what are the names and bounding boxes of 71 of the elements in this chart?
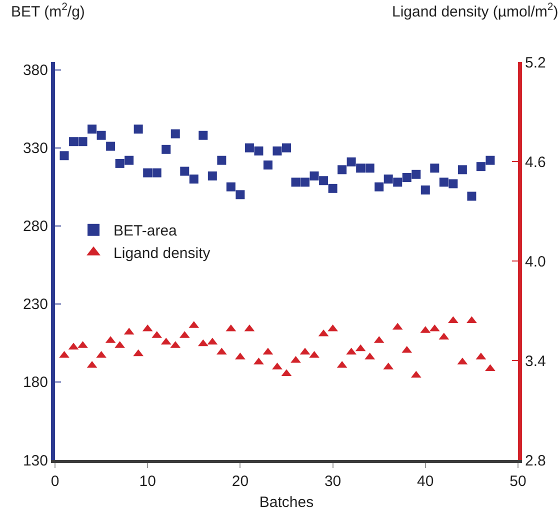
point [124, 156, 134, 165]
x-tick-label: 20 [232, 473, 249, 490]
point [448, 179, 458, 188]
x-tick-label: 40 [417, 473, 434, 490]
point [180, 166, 190, 176]
y2-tick-label: 5.2 [525, 54, 546, 72]
legend-label: BET-area [114, 222, 178, 240]
point [402, 173, 412, 182]
point [263, 160, 272, 170]
point [328, 184, 338, 193]
point [439, 178, 448, 187]
y-tick-label: 130 [22, 452, 48, 470]
point [393, 178, 402, 187]
point [328, 324, 338, 332]
point [319, 176, 328, 186]
point [476, 162, 486, 172]
point [208, 171, 217, 180]
y-axis-title: BET (m$^{2}$/g) [11, 1, 85, 20]
point [356, 164, 366, 173]
point [291, 178, 300, 187]
x-tick-label: 10 [139, 473, 156, 490]
y2-tick-label: 4.6 [525, 154, 546, 171]
point [134, 124, 143, 134]
y-tick-label: 180 [22, 374, 48, 392]
point [346, 157, 356, 166]
legend-label: Ligand density [114, 245, 211, 262]
point [412, 170, 421, 179]
point [254, 146, 264, 156]
point [152, 168, 162, 178]
point [170, 129, 180, 138]
y-tick-label: 230 [22, 296, 48, 314]
y2-tick-label: 4.0 [525, 253, 546, 270]
point [310, 171, 319, 180]
x-axis-title: Batches [259, 494, 314, 511]
point [458, 165, 467, 174]
point [236, 190, 245, 200]
point [365, 164, 374, 173]
y-tick-label: 380 [22, 62, 48, 80]
point [88, 124, 97, 134]
point [60, 151, 69, 160]
y-tick-label: 330 [22, 140, 48, 158]
point [384, 174, 393, 184]
y2-tick-label: 3.4 [525, 352, 546, 370]
point [485, 364, 496, 372]
point [217, 156, 226, 165]
point [69, 137, 78, 146]
y2-tick-label: 2.8 [525, 452, 546, 470]
point [78, 137, 88, 146]
point [467, 192, 476, 201]
point [300, 178, 310, 187]
point [226, 182, 236, 192]
point [162, 144, 171, 154]
point [96, 130, 106, 140]
point [486, 156, 495, 165]
point [106, 142, 116, 151]
point [115, 158, 124, 168]
point [420, 185, 430, 194]
point [143, 168, 152, 178]
point [430, 164, 440, 173]
x-tick-label: 50 [510, 473, 526, 490]
point [272, 146, 282, 156]
point [282, 143, 291, 152]
point [198, 130, 208, 140]
point [374, 182, 384, 192]
point [189, 174, 198, 184]
y2-axis-title: Ligand density (µmol/m$^{2}$) [392, 1, 558, 20]
point [244, 143, 254, 152]
y-tick-label: 280 [22, 218, 48, 236]
x-tick-label: 30 [324, 473, 342, 490]
point [338, 165, 347, 174]
x-tick-label: 0 [50, 473, 60, 490]
